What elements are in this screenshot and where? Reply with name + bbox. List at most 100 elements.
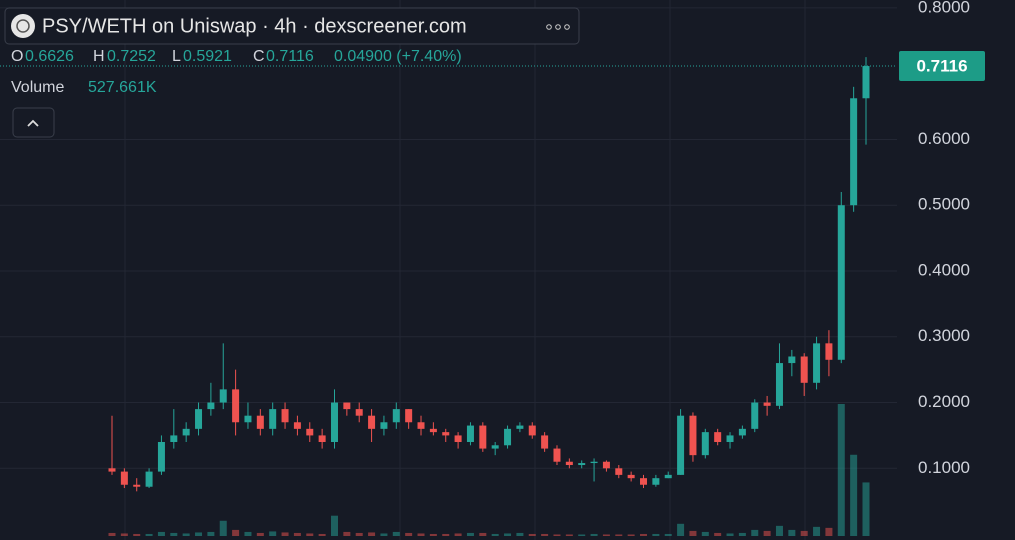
volume-bar bbox=[825, 527, 833, 536]
candle-body bbox=[479, 425, 487, 449]
candle-body bbox=[232, 389, 240, 423]
token-icon bbox=[11, 14, 35, 38]
volume-bar bbox=[850, 454, 858, 536]
candle-body bbox=[590, 461, 598, 464]
candle-body bbox=[862, 66, 870, 99]
candle-body bbox=[133, 484, 141, 487]
candle-body bbox=[788, 356, 796, 364]
candle-body bbox=[850, 98, 858, 206]
candle-body bbox=[392, 409, 400, 423]
volume-bar bbox=[133, 533, 141, 536]
volume-bar bbox=[232, 529, 240, 536]
volume-bar bbox=[466, 532, 474, 536]
candle-body bbox=[157, 441, 165, 472]
ohlc-value: 0.6626 bbox=[25, 48, 74, 65]
candle-body bbox=[368, 415, 376, 429]
volume-bar bbox=[442, 533, 450, 536]
candle-body bbox=[293, 422, 301, 429]
y-tick-label: 0.4000 bbox=[918, 260, 970, 279]
volume-bar bbox=[145, 533, 153, 536]
candle-body bbox=[677, 415, 685, 475]
grid bbox=[0, 0, 897, 540]
ohlc-label: H bbox=[93, 48, 105, 65]
candle-body bbox=[640, 478, 648, 485]
volume-bar bbox=[528, 533, 536, 536]
candle-body bbox=[182, 428, 190, 436]
volume-bar bbox=[751, 529, 759, 536]
ohlc-label: L bbox=[172, 48, 181, 65]
candle-body bbox=[541, 435, 549, 449]
candle-body bbox=[145, 471, 153, 487]
volume-bar bbox=[602, 534, 610, 536]
candle-body bbox=[689, 415, 697, 456]
ohlc-label: O bbox=[11, 48, 23, 65]
candle-body bbox=[837, 205, 845, 360]
candle-body bbox=[207, 402, 215, 410]
volume-bar bbox=[392, 531, 400, 536]
candle-body bbox=[553, 448, 561, 462]
ohlc-value: 0.5921 bbox=[183, 48, 232, 65]
dot bbox=[555, 24, 561, 30]
candle-body bbox=[664, 474, 672, 479]
volume-value: 527.661K bbox=[88, 79, 157, 96]
volume-bar bbox=[368, 532, 376, 536]
volume-bar bbox=[763, 530, 771, 536]
volume-bar bbox=[108, 532, 116, 536]
candle-body bbox=[726, 435, 734, 442]
volume-bar bbox=[170, 532, 178, 536]
volume-bar bbox=[157, 531, 165, 536]
ohlc-value: 0.7252 bbox=[107, 48, 156, 65]
volume-bar bbox=[689, 530, 697, 536]
volume-legend: Volume bbox=[11, 79, 64, 96]
volume-bar bbox=[219, 520, 227, 536]
candle-body bbox=[244, 415, 252, 423]
volume-bar bbox=[578, 534, 586, 536]
ohlc-label: C bbox=[253, 48, 265, 65]
volume-bar bbox=[182, 533, 190, 536]
volume-bar bbox=[479, 532, 487, 536]
candle-body bbox=[454, 435, 462, 442]
volume-bar bbox=[726, 533, 734, 536]
volume-bar bbox=[380, 533, 388, 536]
volume-bar bbox=[417, 533, 425, 536]
volume-bar bbox=[615, 534, 623, 536]
candle-body bbox=[219, 389, 227, 403]
candle-body bbox=[602, 461, 610, 469]
candle-body bbox=[269, 409, 277, 429]
dot bbox=[546, 24, 552, 30]
volume-bar bbox=[293, 532, 301, 536]
candle-body bbox=[405, 409, 413, 423]
candle-body bbox=[714, 432, 722, 442]
volume-bar bbox=[664, 533, 672, 536]
volume-bar bbox=[405, 532, 413, 536]
volume-bar bbox=[355, 532, 363, 536]
candle-body bbox=[343, 402, 351, 410]
volume-bar bbox=[491, 533, 499, 536]
candle-body bbox=[516, 425, 524, 429]
chevron bbox=[27, 119, 39, 127]
volume-bars bbox=[108, 404, 870, 536]
candle-body bbox=[170, 435, 178, 442]
candle-body bbox=[627, 474, 635, 479]
price-badge bbox=[899, 51, 985, 82]
volume-bar bbox=[195, 532, 203, 536]
candle-body bbox=[751, 402, 759, 429]
volume-bar bbox=[541, 533, 549, 536]
volume-bar bbox=[207, 531, 215, 536]
candle-body bbox=[652, 478, 660, 485]
candle-body bbox=[763, 402, 771, 406]
candle-body bbox=[330, 402, 338, 442]
candle-body bbox=[306, 428, 314, 436]
candle-body bbox=[380, 422, 388, 429]
candle-body bbox=[256, 415, 264, 429]
candle-body bbox=[701, 432, 709, 456]
more-button[interactable] bbox=[546, 24, 570, 30]
price-badge-label: 0.7116 bbox=[916, 57, 967, 76]
volume-bar bbox=[553, 534, 561, 536]
candle-body bbox=[429, 428, 437, 433]
collapse-button[interactable] bbox=[12, 107, 55, 138]
volume-bar bbox=[677, 523, 685, 536]
change: 0.04900 (+7.40%) bbox=[334, 48, 462, 65]
